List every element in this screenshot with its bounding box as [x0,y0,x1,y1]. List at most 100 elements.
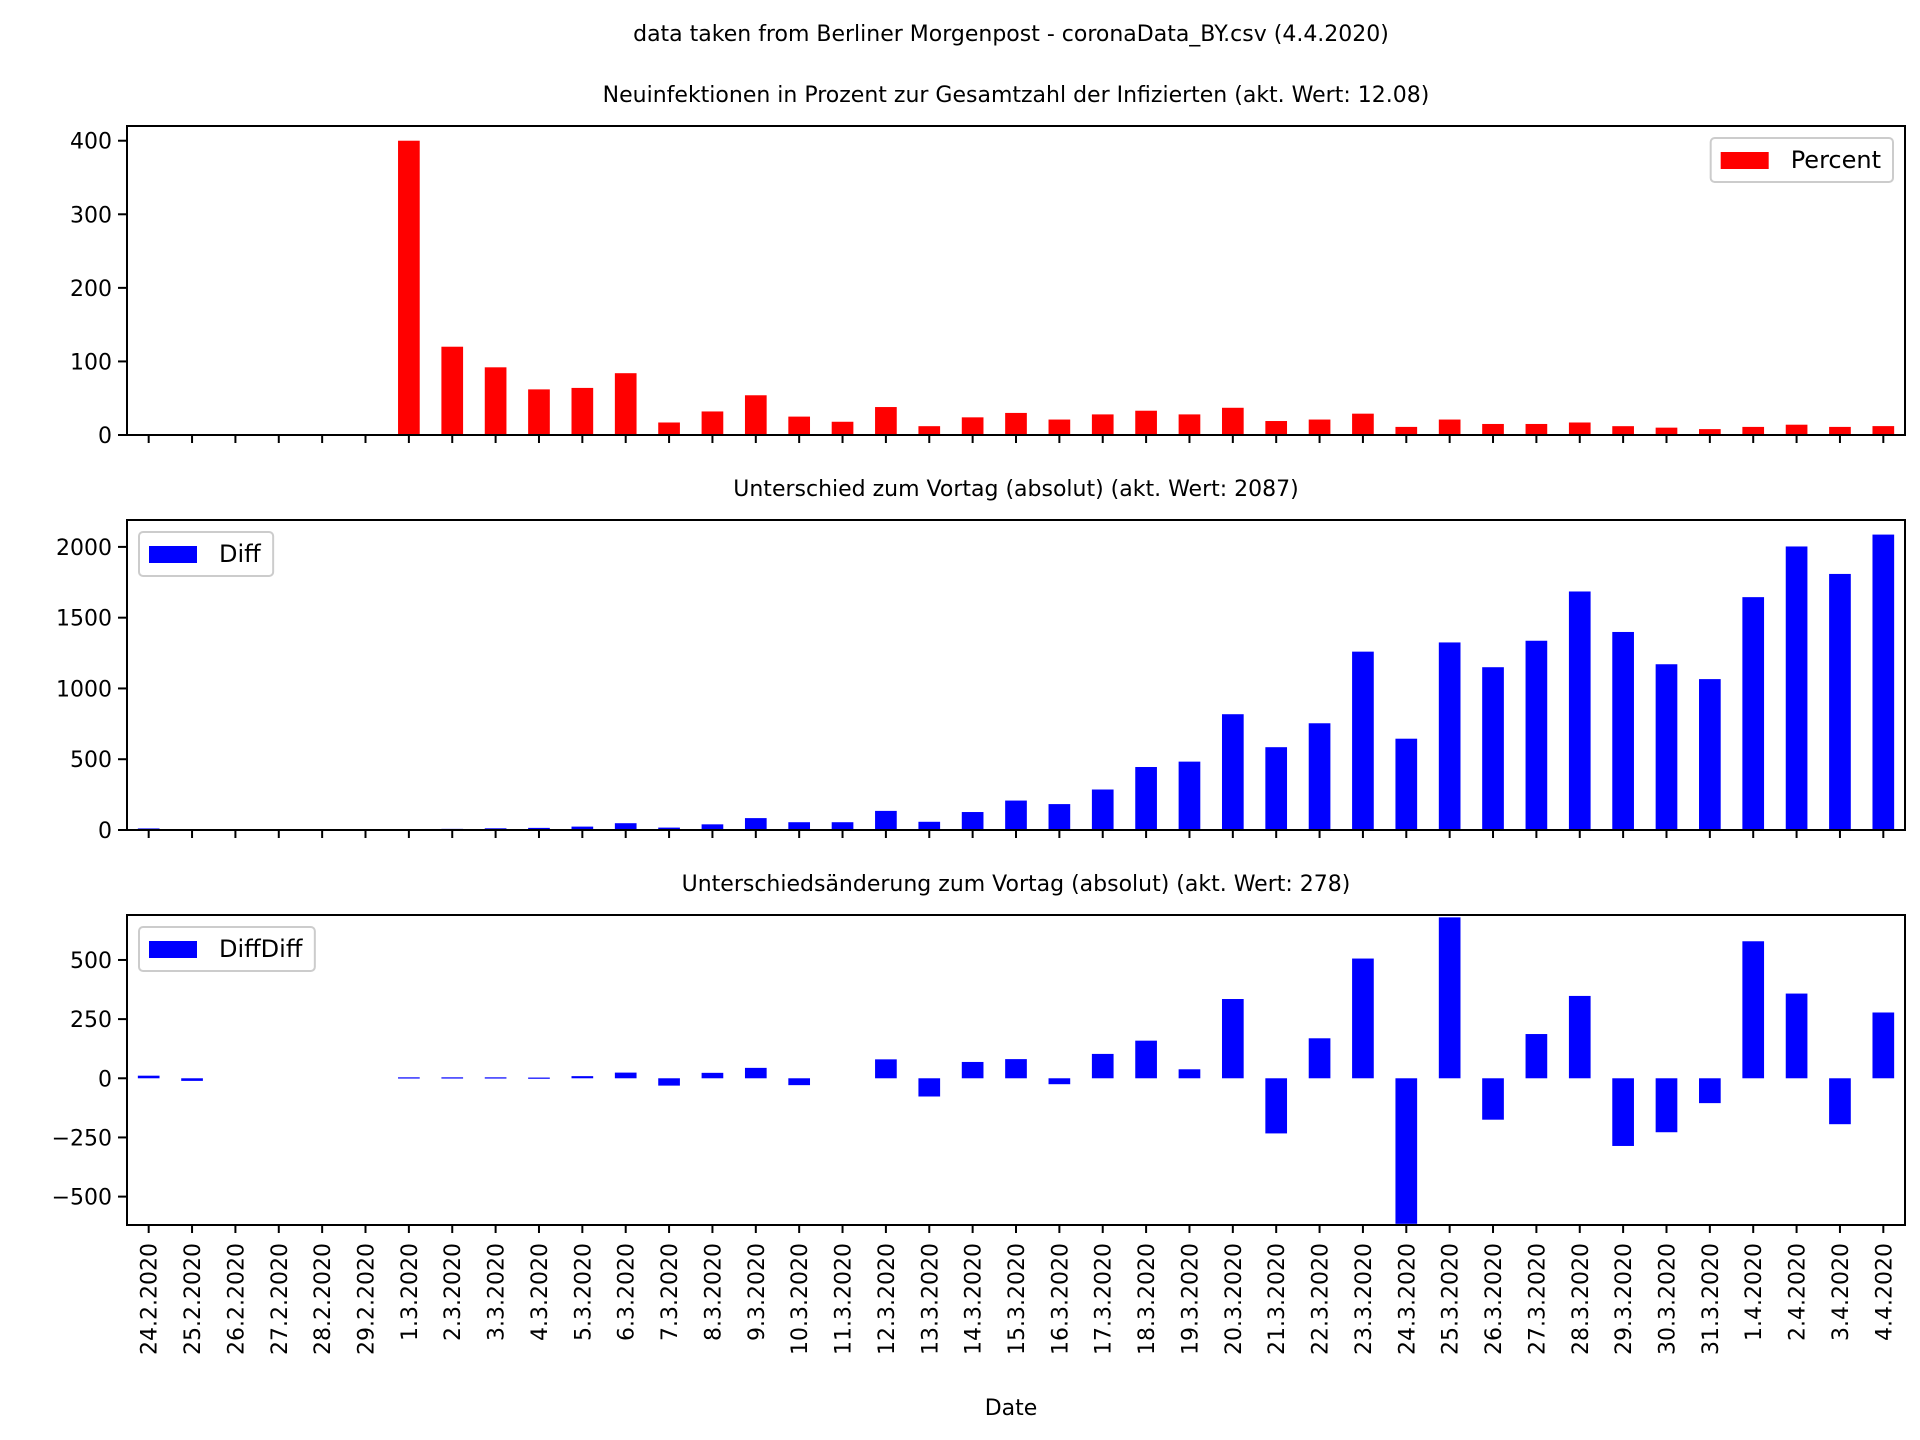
bar-percent-11-3-2020 [831,421,854,435]
y-tick-label: −500 [52,1186,112,1211]
x-tick-label: 7.3.2020 [658,1243,683,1341]
x-tick-label: 20.3.2020 [1222,1243,1247,1355]
bar-percent-3-4-2020 [1829,426,1851,435]
x-axis-label: Date [985,1396,1038,1421]
bar-percent-8-3-2020 [701,411,724,435]
bar-diffdiff-4-3-2020 [528,1077,550,1079]
bar-diffdiff-26-3-2020 [1482,1078,1504,1120]
bar-diffdiff-27-3-2020 [1525,1034,1548,1079]
bar-percent-27-3-2020 [1525,423,1548,435]
bar-diffdiff-22-3-2020 [1308,1038,1331,1079]
y-tick-label: 500 [70,949,112,974]
panel-title: Unterschied zum Vortag (absolut) (akt. W… [733,477,1298,502]
x-tick-label: 3.4.2020 [1829,1243,1854,1341]
bar-diffdiff-21-3-2020 [1265,1078,1288,1134]
plot-frame [126,125,1906,436]
x-tick-label: 4.4.2020 [1872,1243,1897,1341]
bar-diff-23-3-2020 [1352,651,1374,830]
bar-diffdiff-12-3-2020 [875,1059,897,1079]
y-tick-label: 2000 [56,536,112,561]
x-tick-label: 21.3.2020 [1265,1243,1290,1355]
bar-percent-19-3-2020 [1178,414,1201,435]
x-tick-label: 18.3.2020 [1135,1243,1160,1355]
x-tick-label: 1.3.2020 [398,1243,423,1341]
x-tick-label: 16.3.2020 [1048,1243,1073,1355]
legend: Percent [1709,137,1894,183]
bar-percent-6-3-2020 [614,373,637,435]
panel-diffdiff: Unterschiedsänderung zum Vortag (absolut… [52,872,1906,1233]
bar-percent-21-3-2020 [1265,421,1288,435]
x-tick-label: 26.2.2020 [224,1243,249,1355]
legend-label: Diff [219,540,261,568]
bar-percent-23-3-2020 [1352,413,1374,435]
x-tick-label: 27.2.2020 [268,1243,293,1355]
x-tick-label: 26.3.2020 [1482,1243,1507,1355]
bar-percent-1-3-2020 [398,140,420,435]
bar-diff-27-3-2020 [1525,640,1548,830]
x-tick-label: 29.2.2020 [355,1243,380,1355]
bar-diffdiff-7-3-2020 [658,1078,680,1086]
x-tick-label: 12.3.2020 [875,1243,900,1355]
bar-diffdiff-9-3-2020 [744,1067,767,1079]
bar-diff-19-3-2020 [1178,761,1201,830]
bar-diff-22-3-2020 [1308,723,1331,830]
y-tick-label: 0 [98,819,112,844]
bar-diffdiff-3-3-2020 [484,1077,507,1079]
x-tick-label: 29.3.2020 [1612,1243,1637,1355]
x-tick-label: 15.3.2020 [1005,1243,1030,1355]
x-tick-label: 5.3.2020 [571,1243,596,1341]
plot-frame [126,519,1906,831]
bar-percent-31-3-2020 [1699,429,1721,435]
bar-diffdiff-18-3-2020 [1135,1040,1157,1079]
bar-diff-6-3-2020 [614,823,637,830]
panel-title: Neuinfektionen in Prozent zur Gesamtzahl… [603,83,1430,108]
x-tick-label: 13.3.2020 [918,1243,943,1355]
y-tick-label: 0 [98,424,112,449]
bar-percent-26-3-2020 [1482,423,1504,435]
bar-diffdiff-15-3-2020 [1005,1059,1027,1079]
panel-diff: Unterschied zum Vortag (absolut) (akt. W… [56,477,1906,844]
bar-percent-7-3-2020 [658,422,680,435]
legend-box [1709,137,1894,183]
legend-box [138,926,316,972]
bar-diffdiff-14-3-2020 [961,1061,984,1079]
bar-diff-25-3-2020 [1438,642,1461,830]
legend-box [138,531,275,577]
bar-diff-8-3-2020 [701,824,724,830]
bar-diff-13-3-2020 [918,821,941,830]
bar-percent-20-3-2020 [1221,407,1244,435]
bar-percent-4-3-2020 [528,389,550,435]
bar-diffdiff-23-3-2020 [1352,958,1374,1079]
x-tick-label: 30.3.2020 [1655,1243,1680,1355]
x-tick-label: 14.3.2020 [962,1243,987,1355]
x-tick-label: 27.3.2020 [1525,1243,1550,1355]
x-tick-label: 2.3.2020 [441,1243,466,1341]
x-tick-label: 1.4.2020 [1742,1243,1767,1341]
legend-label: DiffDiff [219,935,303,963]
x-tick-label: 10.3.2020 [788,1243,813,1355]
y-tick-label: 200 [70,277,112,302]
bar-diffdiff-5-3-2020 [571,1076,594,1079]
x-tick-label: 24.2.2020 [138,1243,163,1355]
x-tick-label: 11.3.2020 [832,1243,857,1355]
bar-diff-30-3-2020 [1655,664,1678,830]
bar-percent-1-4-2020 [1742,426,1765,435]
bar-percent-14-3-2020 [961,417,984,435]
bar-diffdiff-24-2-2020 [137,1075,160,1079]
x-tick-label: 24.3.2020 [1395,1243,1420,1355]
bar-percent-28-3-2020 [1568,422,1591,435]
bar-percent-22-3-2020 [1308,419,1331,435]
bar-diff-26-3-2020 [1482,667,1504,830]
x-tick-label: 4.3.2020 [528,1243,553,1341]
bar-diffdiff-6-3-2020 [614,1072,637,1079]
bar-diff-11-3-2020 [831,822,854,830]
bar-percent-30-3-2020 [1655,427,1678,435]
bar-diff-14-3-2020 [961,812,984,830]
bar-diff-2-4-2020 [1785,546,1808,830]
bar-percent-24-3-2020 [1395,426,1418,435]
bar-diffdiff-2-4-2020 [1785,993,1808,1079]
legend-label: Percent [1791,146,1881,174]
bar-percent-12-3-2020 [875,407,897,435]
bar-diff-5-3-2020 [571,826,594,830]
bar-diffdiff-28-3-2020 [1568,995,1591,1079]
